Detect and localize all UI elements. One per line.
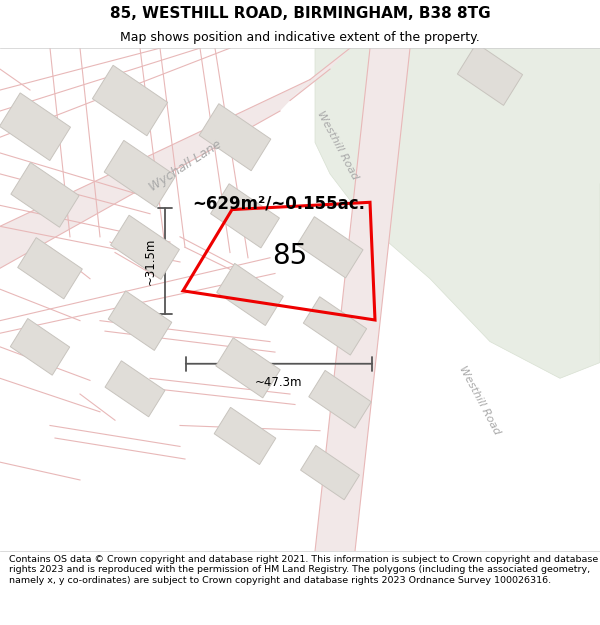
Polygon shape xyxy=(315,48,600,378)
Polygon shape xyxy=(104,141,176,208)
Polygon shape xyxy=(297,217,363,278)
Text: 85, WESTHILL ROAD, BIRMINGHAM, B38 8TG: 85, WESTHILL ROAD, BIRMINGHAM, B38 8TG xyxy=(110,6,490,21)
Polygon shape xyxy=(301,446,359,500)
Polygon shape xyxy=(480,48,600,184)
Polygon shape xyxy=(11,162,79,228)
Text: Contains OS data © Crown copyright and database right 2021. This information is : Contains OS data © Crown copyright and d… xyxy=(9,555,598,585)
Polygon shape xyxy=(309,371,371,428)
Polygon shape xyxy=(0,93,71,161)
Text: ~31.5m: ~31.5m xyxy=(143,238,157,285)
Polygon shape xyxy=(290,48,350,101)
Polygon shape xyxy=(10,319,70,375)
Polygon shape xyxy=(0,79,310,268)
Polygon shape xyxy=(211,184,280,248)
Polygon shape xyxy=(304,297,367,355)
Polygon shape xyxy=(214,408,276,464)
Polygon shape xyxy=(315,48,410,551)
Polygon shape xyxy=(199,104,271,171)
Text: 85: 85 xyxy=(272,242,308,269)
Text: Map shows position and indicative extent of the property.: Map shows position and indicative extent… xyxy=(120,31,480,44)
Text: Wychall Lane: Wychall Lane xyxy=(146,138,224,194)
Polygon shape xyxy=(217,263,283,326)
Polygon shape xyxy=(110,215,179,279)
Polygon shape xyxy=(92,65,167,136)
Text: ~629m²/~0.155ac.: ~629m²/~0.155ac. xyxy=(192,194,365,213)
Polygon shape xyxy=(108,291,172,351)
Polygon shape xyxy=(105,361,165,417)
Polygon shape xyxy=(17,238,82,299)
Polygon shape xyxy=(216,338,280,398)
Text: Westhill Road: Westhill Road xyxy=(316,109,361,181)
Polygon shape xyxy=(457,43,523,106)
Text: ~47.3m: ~47.3m xyxy=(255,376,303,389)
Text: Westhill Road: Westhill Road xyxy=(458,364,502,436)
